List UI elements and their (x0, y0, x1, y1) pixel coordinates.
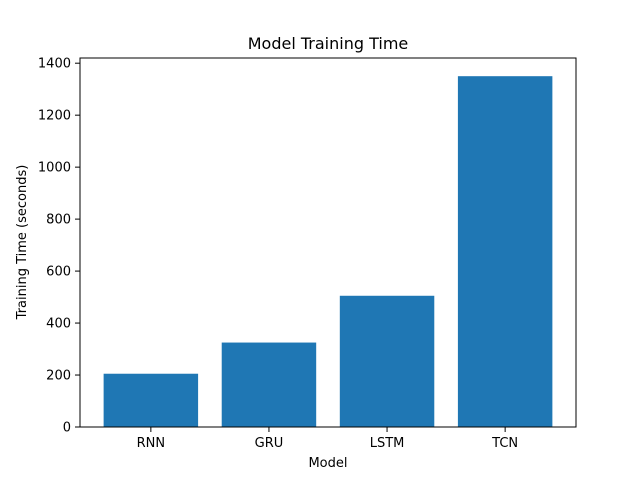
y-axis: 0 200 400 600 800 1000 1200 1400 (38, 57, 80, 436)
y-tick-label: 400 (46, 317, 71, 332)
x-tick-label: TCN (491, 436, 518, 451)
y-tick-label: 1400 (38, 57, 71, 72)
chart-title: Model Training Time (248, 34, 409, 53)
y-tick-label: 800 (46, 213, 71, 228)
y-tick-label: 600 (46, 265, 71, 280)
bar-tcn (457, 76, 553, 427)
x-axis: RNN GRU LSTM TCN (137, 427, 518, 451)
y-tick-label: 200 (46, 369, 71, 384)
y-axis-label: Training Time (seconds) (15, 165, 30, 321)
y-tick-label: 1000 (38, 161, 71, 176)
y-tick-label: 1200 (38, 109, 71, 124)
x-axis-label: Model (308, 456, 347, 471)
plot-frame (79, 57, 577, 428)
x-tick-label: GRU (255, 436, 284, 451)
bar-rnn (103, 373, 199, 427)
bars-group (103, 76, 553, 427)
y-tick-label: 0 (63, 421, 71, 436)
x-tick-label: LSTM (370, 436, 405, 451)
bar-gru (221, 342, 317, 427)
x-tick-label: RNN (137, 436, 165, 451)
bar-lstm (339, 295, 435, 427)
